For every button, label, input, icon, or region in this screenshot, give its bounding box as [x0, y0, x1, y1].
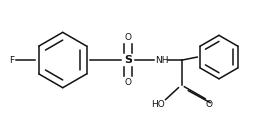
Text: NH: NH — [155, 56, 168, 64]
Text: HO: HO — [151, 100, 165, 109]
Text: O: O — [205, 100, 213, 109]
Text: O: O — [124, 78, 132, 87]
Text: O: O — [124, 33, 132, 42]
Text: S: S — [124, 55, 132, 65]
Text: F: F — [9, 56, 14, 64]
